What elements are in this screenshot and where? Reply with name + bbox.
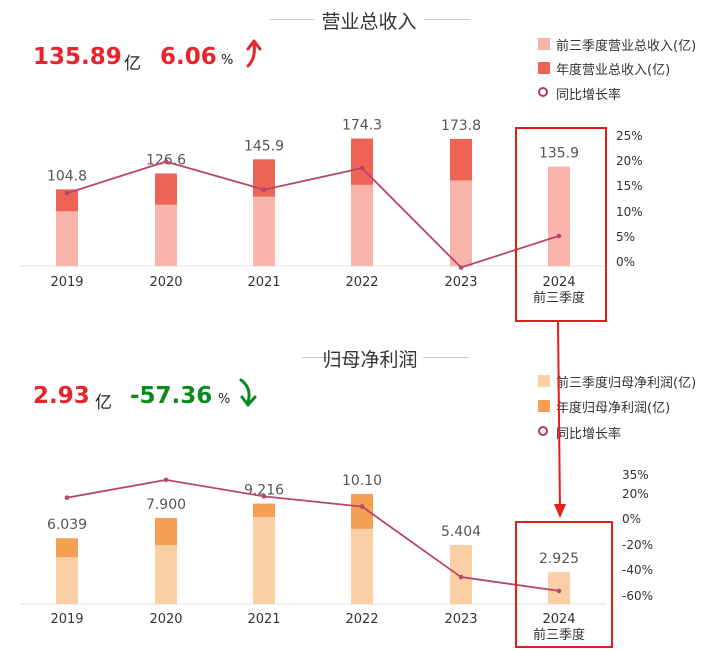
profit-q3-bar-5 bbox=[548, 572, 570, 604]
rev-data-label-5: 135.9 bbox=[539, 146, 579, 162]
profit-growth-point-2 bbox=[261, 494, 267, 499]
top-value-unit: 亿 bbox=[124, 54, 141, 74]
legend-label-rev-growth: 同比增长率 bbox=[556, 88, 622, 103]
profit-data-label-3: 10.10 bbox=[342, 473, 382, 489]
profit-category-label-0: 2019 bbox=[50, 612, 83, 627]
legend-label-profit-q3: 前三季度归母净利润(亿) bbox=[556, 376, 697, 391]
rev-growth-line bbox=[66, 160, 560, 269]
rev-y2-tick-3: 10% bbox=[616, 205, 643, 219]
legend-marker-rev-growth bbox=[538, 87, 548, 97]
rev-data-label-4: 173.8 bbox=[441, 118, 481, 134]
rev-y2-tick-1: 20% bbox=[616, 154, 643, 168]
rev-growth-point-0 bbox=[64, 190, 70, 196]
profit-y2-tick-1: 20% bbox=[622, 487, 649, 501]
bottom-title-line-right bbox=[423, 357, 469, 358]
rev-category-sublabel-5: 前三季度 bbox=[533, 290, 585, 306]
profit-highlight-box bbox=[515, 521, 613, 648]
rev-category-label-2: 2021 bbox=[247, 275, 280, 290]
profit-data-label-5: 2.925 bbox=[539, 551, 579, 567]
rev-data-label-0: 104.8 bbox=[47, 168, 87, 184]
highlight-connector-arrow bbox=[557, 320, 561, 513]
profit-q3-bar-0 bbox=[56, 557, 78, 604]
rev-y2-tick-2: 15% bbox=[616, 179, 643, 193]
bottom-section-title: 归母净利润 bbox=[322, 349, 418, 371]
profit-data-label-0: 6.039 bbox=[47, 517, 87, 533]
rev-growth-point-4 bbox=[458, 265, 464, 270]
legend-label-rev-annual: 年度营业总收入(亿) bbox=[556, 63, 671, 78]
profit-category-sublabel-5: 前三季度 bbox=[533, 627, 585, 643]
bottom-value: 2.93 bbox=[33, 383, 90, 409]
top-pct: 6.06 bbox=[160, 44, 217, 70]
top-value: 135.89 bbox=[33, 44, 122, 70]
rev-q3-bar-0 bbox=[56, 211, 78, 266]
profit-growth-line bbox=[66, 478, 560, 592]
profit-q3-bar-1 bbox=[155, 545, 177, 604]
profit-category-label-5: 2024 bbox=[542, 612, 575, 627]
top-section-title: 营业总收入 bbox=[321, 11, 417, 33]
profit-y2-tick-5: -60% bbox=[622, 589, 653, 603]
rev-data-label-3: 174.3 bbox=[342, 118, 382, 134]
rev-growth-point-1 bbox=[163, 159, 169, 164]
profit-q3-bar-2 bbox=[253, 516, 275, 604]
rev-q3-bar-2 bbox=[253, 196, 275, 266]
rev-y2-tick-0: 25% bbox=[616, 129, 643, 143]
profit-growth-point-1 bbox=[163, 477, 169, 483]
legend-swatch-rev-q3 bbox=[538, 38, 550, 50]
legend-label-profit-growth: 同比增长率 bbox=[556, 427, 622, 442]
profit-category-label-4: 2023 bbox=[444, 612, 477, 627]
rev-category-label-3: 2022 bbox=[345, 275, 378, 290]
rev-y2-tick-5: 0% bbox=[616, 255, 635, 269]
profit-data-label-4: 5.404 bbox=[441, 524, 481, 540]
top-pct-unit: % bbox=[221, 53, 234, 68]
profit-category-label-1: 2020 bbox=[149, 612, 182, 627]
top-title-line-left bbox=[270, 19, 314, 20]
rev-highlight-box bbox=[515, 127, 607, 322]
top-title-line-right bbox=[424, 19, 470, 20]
legend-swatch-profit-q3 bbox=[538, 375, 550, 387]
rev-growth-point-5 bbox=[556, 233, 562, 239]
profit-y2-tick-3: -20% bbox=[622, 538, 653, 552]
profit-q3-bar-3 bbox=[351, 528, 373, 604]
legend-swatch-profit-annual bbox=[538, 400, 550, 412]
rev-q3-bar-4 bbox=[450, 180, 472, 266]
rev-q3-bar-5 bbox=[548, 166, 570, 266]
legend-label-profit-annual: 年度归母净利润(亿) bbox=[556, 401, 671, 416]
legend-label-rev-q3: 前三季度营业总收入(亿) bbox=[556, 39, 697, 54]
bottom-title-line-left bbox=[302, 357, 346, 358]
rev-growth-point-2 bbox=[261, 187, 267, 192]
rev-category-label-4: 2023 bbox=[444, 275, 477, 290]
profit-growth-point-4 bbox=[458, 574, 464, 580]
profit-y2-tick-0: 35% bbox=[622, 468, 649, 482]
profit-growth-point-0 bbox=[64, 495, 70, 500]
highlight-connector-arrowhead bbox=[554, 504, 566, 518]
rev-growth-point-3 bbox=[359, 165, 365, 171]
rev-q3-bar-3 bbox=[351, 184, 373, 266]
bottom-pct-unit: % bbox=[218, 392, 231, 407]
legend-marker-profit-growth bbox=[538, 426, 548, 436]
rev-q3-bar-1 bbox=[155, 204, 177, 266]
profit-category-label-3: 2022 bbox=[345, 612, 378, 627]
rev-y2-tick-4: 5% bbox=[616, 230, 635, 244]
bottom-pct: -57.36 bbox=[130, 383, 213, 409]
profit-data-label-1: 7.900 bbox=[146, 497, 186, 513]
profit-growth-point-3 bbox=[359, 504, 365, 509]
profit-y2-tick-4: -40% bbox=[622, 563, 653, 577]
profit-category-label-2: 2021 bbox=[247, 612, 280, 627]
rev-category-label-0: 2019 bbox=[50, 275, 83, 290]
profit-y2-tick-2: 0% bbox=[622, 512, 641, 526]
rev-data-label-2: 145.9 bbox=[244, 138, 284, 154]
rev-category-label-5: 2024 bbox=[542, 275, 575, 290]
bottom-value-unit: 亿 bbox=[95, 393, 112, 413]
profit-growth-point-5 bbox=[556, 588, 562, 594]
profit-q3-bar-4 bbox=[450, 545, 472, 604]
rev-category-label-1: 2020 bbox=[149, 275, 182, 290]
legend-swatch-rev-annual bbox=[538, 62, 550, 74]
